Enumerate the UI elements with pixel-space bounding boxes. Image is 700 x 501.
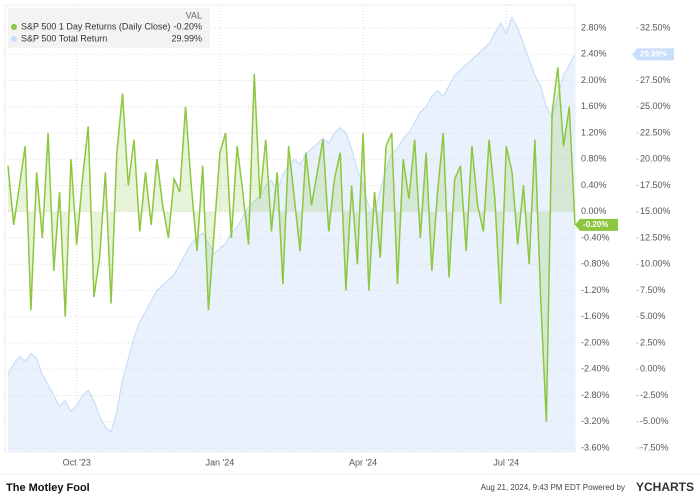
y2-tick-label: 32.50% (640, 22, 671, 32)
y2-tick-label: 25.00% (640, 101, 671, 111)
current-badge (575, 218, 618, 231)
y-tick-label: 0.80% (581, 154, 607, 164)
legend-label: S&P 500 1 Day Returns (Daily Close) (21, 21, 170, 31)
y-tick-label: -3.20% (581, 416, 610, 426)
y2-tick-label: 17.50% (640, 180, 671, 190)
current-badge (632, 48, 674, 61)
y-tick-label: 1.20% (581, 127, 607, 137)
y2-tick-label: 20.00% (640, 154, 671, 164)
y2-tick-label: -5.00% (640, 416, 669, 426)
y2-tick-label: 22.50% (640, 127, 671, 137)
y2-tick-label: 0.00% (640, 364, 666, 374)
y2-tick-label: 2.50% (640, 337, 666, 347)
footer-brand: The Motley Fool (6, 482, 90, 494)
y-tick-label: -2.00% (581, 337, 610, 347)
y-tick-label: 0.00% (581, 206, 607, 216)
y2-tick-label: 10.00% (640, 259, 671, 269)
y2-tick-label: 7.50% (640, 285, 666, 295)
legend-box (8, 8, 210, 48)
legend-value: 29.99% (171, 33, 202, 43)
y-tick-label: 1.60% (581, 101, 607, 111)
y-tick-label: -1.20% (581, 285, 610, 295)
x-tick-label: Oct '23 (63, 457, 91, 467)
legend-value: -0.20% (173, 21, 202, 31)
y-tick-label: 2.00% (581, 75, 607, 85)
y2-tick-label: 27.50% (640, 75, 671, 85)
y2-tick-label: -7.50% (640, 442, 669, 452)
y2-tick-label: -2.50% (640, 390, 669, 400)
y-tick-label: -2.80% (581, 390, 610, 400)
y-tick-label: -2.40% (581, 364, 610, 374)
y2-tick-label: 12.50% (640, 232, 671, 242)
current-label: -0.20% (583, 220, 608, 229)
legend-swatch (11, 24, 17, 30)
y2-tick-label: 5.00% (640, 311, 666, 321)
daily-return-line (7, 67, 576, 422)
y-tick-label: 2.80% (581, 22, 607, 32)
y-tick-label: -0.40% (581, 232, 610, 242)
footer-provider: YCHARTS (636, 480, 694, 494)
y-tick-label: -1.60% (581, 311, 610, 321)
y-tick-label: -0.80% (581, 259, 610, 269)
y-tick-label: -3.60% (581, 442, 610, 452)
legend-header: VAL (186, 10, 202, 20)
legend-swatch (11, 36, 17, 42)
current-label: 29.99% (640, 49, 667, 58)
y-tick-label: 0.40% (581, 180, 607, 190)
x-tick-label: Apr '24 (349, 457, 377, 467)
y2-tick-label: 15.00% (640, 206, 671, 216)
x-tick-label: Jan '24 (206, 457, 235, 467)
x-tick-label: Jul '24 (493, 457, 519, 467)
total-return-line (7, 16, 576, 434)
footer-timestamp: Aug 21, 2024, 9:43 PM EDT Powered by (481, 483, 625, 492)
legend-label: S&P 500 Total Return (21, 33, 107, 43)
y-tick-label: 2.40% (581, 49, 607, 59)
